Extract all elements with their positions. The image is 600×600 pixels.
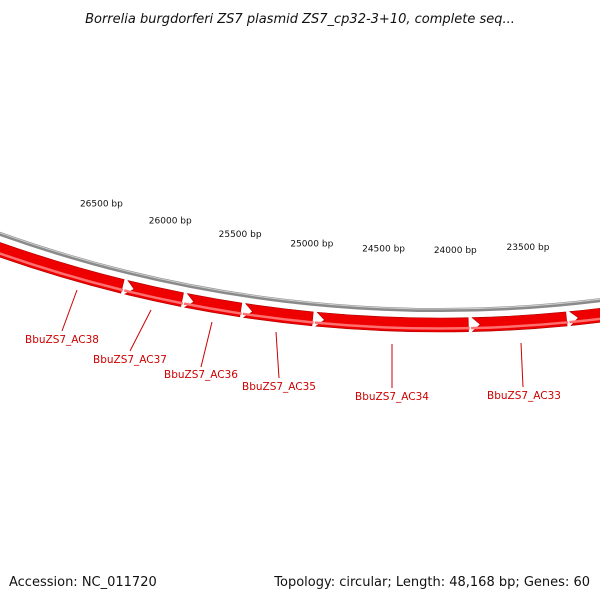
- scale-label: 24000 bp: [434, 246, 477, 256]
- scale-label: 25000 bp: [290, 239, 333, 249]
- gene-arrow[interactable]: [0, 231, 125, 294]
- scale-label: 25500 bp: [219, 230, 262, 240]
- topology-summary: Topology: circular; Length: 48,168 bp; G…: [273, 575, 590, 590]
- gene-label[interactable]: BbuZS7_AC34: [355, 391, 429, 403]
- scale-label: 24500 bp: [362, 245, 405, 255]
- gene-arrow-highlight: [183, 302, 242, 315]
- plasmid-backbone-highlight: [0, 232, 600, 310]
- plasmid-backbone: [0, 231, 600, 312]
- accession-label: Accession: NC_011720: [9, 575, 157, 590]
- gene-label[interactable]: BbuZS7_AC37: [93, 354, 167, 366]
- scale-label: 26000 bp: [149, 217, 192, 227]
- gene-label[interactable]: BbuZS7_AC35: [242, 381, 316, 393]
- scale-labels: 26500 bp 26000 bp 25500 bp 25000 bp 24500 bp…: [80, 199, 550, 256]
- gene-arrow-highlight: [569, 317, 600, 324]
- gene-leader-line: [129, 309, 152, 352]
- gene-leader-line: [61, 289, 78, 332]
- map-title: Borrelia burgdorferi ZS7 plasmid ZS7_cp3…: [85, 12, 515, 27]
- gene-leader-line: [200, 321, 213, 368]
- gene-arrow[interactable]: [315, 311, 469, 333]
- gene-track: [0, 231, 600, 333]
- scale-label: 23500 bp: [507, 243, 550, 253]
- gene-arrow-highlight: [242, 312, 314, 324]
- gene-arrow-highlight: [314, 321, 470, 330]
- scale-label: 26500 bp: [80, 199, 123, 209]
- gene-leader-line: [275, 331, 280, 379]
- gene-arrow-highlight: [471, 321, 569, 330]
- gene-label[interactable]: BbuZS7_AC36: [164, 369, 238, 381]
- gene-arrow-highlight: [0, 252, 124, 292]
- gene-label[interactable]: BbuZS7_AC33: [487, 390, 561, 402]
- gene-arrow-highlight: [123, 289, 184, 305]
- gene-labels: BbuZS7_AC38 BbuZS7_AC37 BbuZS7_AC36 BbuZS7_…: [25, 289, 561, 403]
- gene-label[interactable]: BbuZS7_AC38: [25, 334, 99, 346]
- gene-leader-line: [520, 342, 524, 388]
